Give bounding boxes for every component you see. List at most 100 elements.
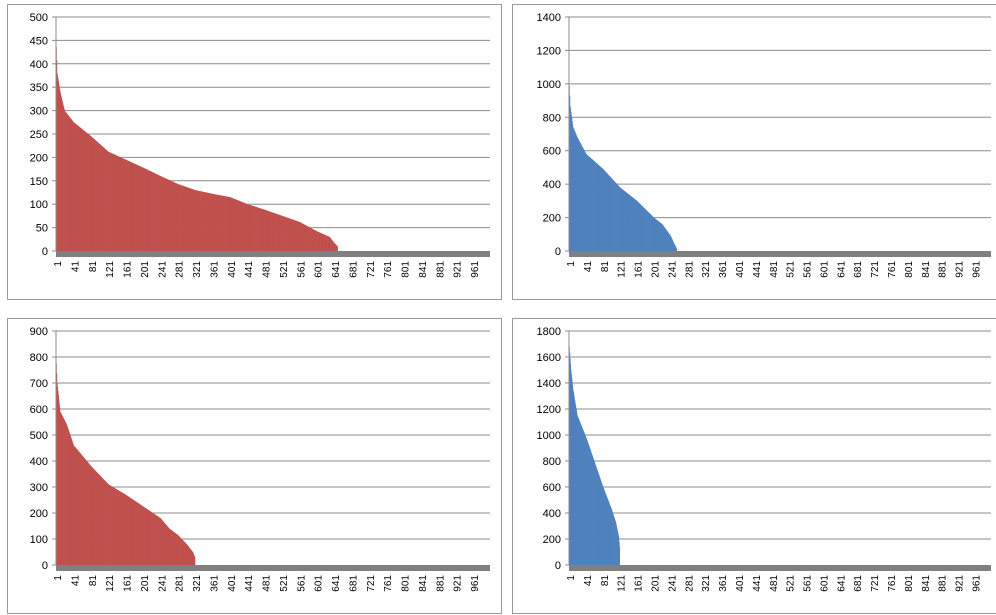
- bar: [221, 195, 223, 251]
- bar: [75, 448, 77, 565]
- bar: [271, 212, 273, 251]
- bar: [238, 200, 240, 251]
- bar: [185, 543, 187, 565]
- bar: [155, 514, 157, 565]
- bar: [100, 145, 102, 251]
- bar: [321, 233, 323, 251]
- bar: [178, 184, 179, 251]
- bar: [602, 169, 604, 251]
- bar: [586, 154, 588, 251]
- bar: [82, 456, 84, 565]
- bar: [72, 120, 73, 251]
- bar: [304, 225, 306, 251]
- bar: [109, 484, 110, 565]
- bar: [282, 216, 284, 251]
- bar: [631, 196, 633, 251]
- bar: [162, 177, 164, 251]
- bar: [138, 165, 140, 251]
- bar: [246, 203, 248, 251]
- bar: [579, 421, 581, 565]
- bar: [177, 184, 179, 251]
- bar: [61, 97, 62, 251]
- bar: [90, 466, 92, 565]
- bar: [138, 165, 139, 251]
- bar: [606, 495, 607, 565]
- bar: [102, 478, 104, 565]
- bar: [626, 192, 628, 251]
- bar: [215, 194, 217, 251]
- bar: [98, 143, 100, 251]
- bar: [112, 486, 113, 565]
- bar: [229, 197, 231, 251]
- x-tick-label: 81: [88, 575, 99, 587]
- bar: [569, 358, 571, 565]
- y-tick-label: 0: [555, 246, 561, 258]
- bar: [176, 534, 178, 565]
- bar: [590, 158, 592, 251]
- bar: [256, 207, 258, 251]
- bar: [261, 208, 263, 251]
- bar: [78, 451, 80, 565]
- bar: [292, 219, 294, 251]
- bar: [91, 136, 92, 251]
- bar: [207, 192, 208, 251]
- x-tick-label: 761: [887, 575, 898, 592]
- bar: [168, 528, 170, 565]
- bar: [616, 184, 618, 251]
- bar: [66, 424, 68, 565]
- bar: [204, 192, 205, 251]
- bar: [589, 157, 591, 251]
- bar: [171, 181, 173, 251]
- bar: [192, 189, 194, 251]
- bar: [162, 520, 163, 565]
- bar: [183, 541, 185, 565]
- bar: [255, 206, 257, 251]
- bar: [109, 485, 111, 565]
- bar: [252, 206, 254, 251]
- bar: [244, 202, 245, 251]
- bar: [575, 134, 577, 251]
- bar: [602, 168, 604, 251]
- bar: [116, 155, 118, 251]
- bar: [290, 218, 292, 251]
- bar: [150, 171, 152, 251]
- bar: [603, 170, 605, 251]
- bar: [223, 196, 225, 251]
- bar: [603, 488, 604, 565]
- bar: [81, 128, 83, 251]
- x-tick-label: 361: [718, 575, 729, 592]
- x-tick-label: 561: [296, 261, 307, 278]
- bar: [310, 228, 312, 251]
- bar: [604, 491, 606, 565]
- bar: [598, 475, 600, 565]
- bar: [573, 128, 574, 251]
- x-tick-label: 561: [803, 575, 814, 592]
- bar: [72, 441, 73, 565]
- x-tick-label: 921: [955, 575, 966, 592]
- bar: [231, 197, 233, 251]
- bar: [84, 131, 86, 251]
- bar: [65, 423, 67, 565]
- bar: [151, 171, 152, 251]
- bar: [235, 199, 237, 251]
- bar: [618, 185, 619, 251]
- bar: [163, 521, 165, 565]
- x-tick-label: 401: [227, 261, 238, 278]
- bar: [606, 496, 608, 565]
- bar: [96, 141, 98, 251]
- bar: [590, 451, 592, 565]
- bar: [274, 213, 276, 251]
- x-tick-label: 1: [566, 575, 577, 581]
- bar: [81, 128, 82, 251]
- bar: [115, 489, 117, 565]
- bar: [587, 441, 588, 565]
- bar: [604, 170, 606, 251]
- x-axis-baseline: [569, 251, 991, 257]
- bar: [132, 499, 133, 565]
- bar: [75, 124, 77, 251]
- bar: [85, 460, 87, 565]
- bar: [254, 206, 256, 251]
- bar: [646, 210, 648, 251]
- bar: [607, 173, 608, 251]
- bar: [642, 207, 644, 251]
